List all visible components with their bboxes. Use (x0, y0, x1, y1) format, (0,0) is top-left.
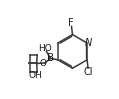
Text: N: N (85, 38, 92, 48)
Text: Cl: Cl (83, 67, 93, 77)
Text: F: F (68, 18, 73, 28)
Text: HO: HO (38, 44, 52, 53)
Text: B: B (47, 53, 54, 63)
Text: OH: OH (29, 71, 43, 80)
Text: O: O (40, 59, 47, 68)
